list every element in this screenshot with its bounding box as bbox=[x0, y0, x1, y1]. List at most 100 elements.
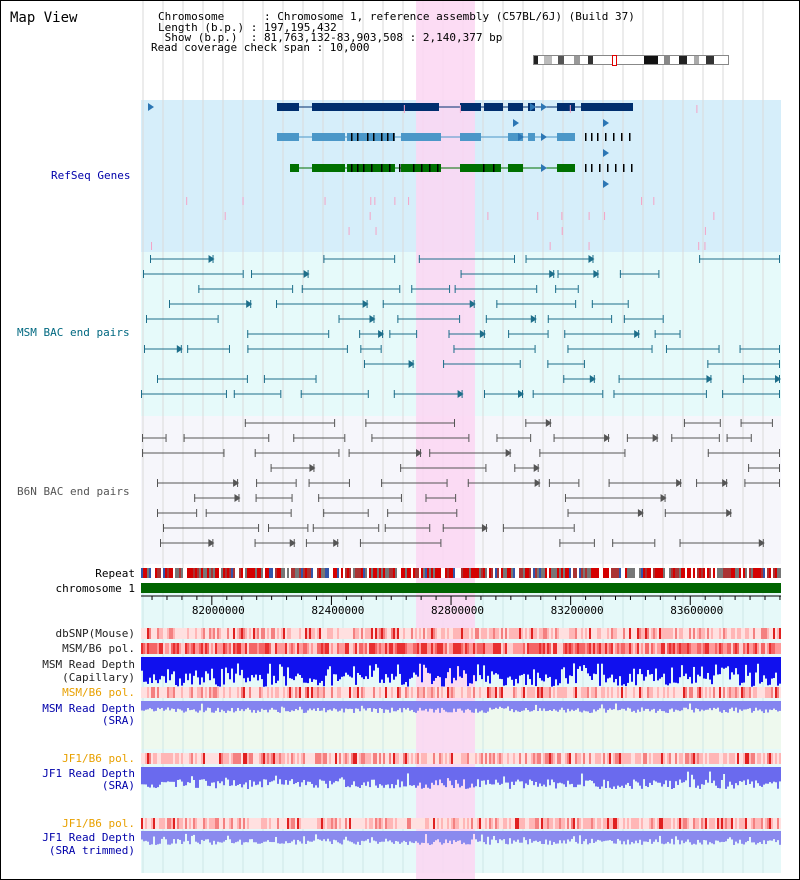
jf1-pol2-heat-strip bbox=[141, 818, 781, 829]
heat-cell bbox=[749, 643, 751, 654]
heat-cell bbox=[185, 753, 187, 764]
heat-cell bbox=[633, 818, 635, 829]
heat-cell bbox=[227, 818, 229, 829]
heat-cell bbox=[585, 687, 587, 698]
repeat-mark bbox=[375, 568, 377, 578]
depth-bar bbox=[511, 701, 513, 710]
gene-exon bbox=[557, 103, 575, 111]
heat-cell bbox=[143, 687, 145, 698]
chromosome-ideogram[interactable] bbox=[533, 55, 729, 66]
heat-cell bbox=[425, 753, 427, 764]
depth-bar bbox=[299, 657, 301, 675]
b6n-bac-end bbox=[468, 434, 470, 442]
heat-cell bbox=[461, 687, 463, 698]
heat-cell bbox=[487, 687, 489, 698]
heat-cell bbox=[435, 687, 437, 698]
depth-bar bbox=[355, 657, 357, 685]
heat-cell bbox=[181, 753, 183, 764]
depth-bar bbox=[683, 701, 685, 708]
depth-bar bbox=[679, 657, 681, 678]
b6n-bac-end bbox=[367, 509, 369, 517]
heat-cell bbox=[611, 818, 613, 829]
depth-bar bbox=[485, 701, 487, 713]
heat-cell bbox=[411, 643, 413, 654]
depth-bar bbox=[767, 831, 769, 841]
repeat-mark bbox=[199, 568, 201, 578]
heat-cell bbox=[345, 643, 347, 654]
heat-cell bbox=[753, 628, 755, 639]
depth-bar bbox=[309, 657, 311, 679]
heat-cell bbox=[153, 628, 155, 639]
depth-bar bbox=[761, 657, 763, 683]
heat-cell bbox=[671, 687, 673, 698]
heat-cell bbox=[405, 643, 407, 654]
msm-bac-end bbox=[394, 255, 396, 263]
heat-cell bbox=[351, 687, 353, 698]
depth-bar bbox=[663, 767, 665, 785]
heat-cell bbox=[431, 818, 433, 829]
gene-exon-mark bbox=[629, 133, 631, 141]
depth-bar bbox=[371, 767, 373, 780]
heat-cell bbox=[341, 687, 343, 698]
heat-cell bbox=[195, 643, 197, 654]
repeat-mark bbox=[415, 568, 417, 578]
repeat-mark bbox=[241, 568, 243, 578]
msm-bac-end bbox=[144, 345, 145, 353]
heat-cell bbox=[367, 687, 369, 698]
heat-cell bbox=[583, 753, 585, 764]
repeat-mark bbox=[257, 568, 259, 578]
heat-cell bbox=[383, 818, 385, 829]
depth-bar bbox=[679, 767, 681, 780]
gene-exon bbox=[312, 133, 345, 141]
repeat-mark bbox=[145, 568, 147, 578]
depth-bar bbox=[193, 701, 195, 710]
heat-cell bbox=[651, 687, 653, 698]
depth-bar bbox=[731, 657, 733, 673]
heat-cell bbox=[691, 687, 693, 698]
heat-cell bbox=[481, 643, 483, 654]
repeat-mark bbox=[473, 568, 475, 578]
repeat-mark bbox=[333, 568, 335, 578]
heat-cell bbox=[423, 818, 425, 829]
heat-cell bbox=[179, 628, 181, 639]
heat-cell bbox=[553, 628, 555, 639]
depth-bar bbox=[159, 831, 161, 844]
ideogram-position-marker[interactable] bbox=[612, 55, 617, 66]
repeat-mark bbox=[615, 568, 617, 578]
heat-cell bbox=[767, 628, 769, 639]
depth-bar bbox=[143, 767, 145, 785]
heat-cell bbox=[267, 818, 269, 829]
heat-cell bbox=[701, 753, 703, 764]
repeat-mark bbox=[773, 568, 775, 578]
depth-bar bbox=[323, 767, 325, 781]
heat-cell bbox=[737, 628, 739, 639]
msm-bac-end bbox=[707, 360, 709, 368]
depth-bar bbox=[385, 657, 387, 675]
depth-bar bbox=[397, 831, 399, 842]
heat-cell bbox=[239, 687, 241, 698]
heat-cell bbox=[343, 753, 345, 764]
heat-cell bbox=[649, 643, 651, 654]
depth-bar bbox=[713, 767, 715, 781]
depth-bar bbox=[751, 767, 753, 782]
b6n-bac-end bbox=[160, 539, 161, 547]
depth-bar bbox=[287, 657, 289, 668]
depth-bar bbox=[463, 831, 465, 843]
heat-cell bbox=[377, 643, 379, 654]
heat-cell bbox=[219, 643, 221, 654]
depth-bar bbox=[777, 767, 779, 789]
heat-cell bbox=[711, 628, 713, 639]
heat-cell bbox=[555, 687, 557, 698]
heat-cell bbox=[725, 628, 727, 639]
depth-bar bbox=[293, 657, 295, 681]
repeat-mark bbox=[325, 568, 327, 578]
depth-bar bbox=[327, 657, 329, 670]
depth-bar bbox=[713, 831, 715, 845]
repeat-mark bbox=[489, 568, 491, 578]
depth-bar bbox=[571, 701, 573, 710]
depth-bar bbox=[281, 831, 283, 844]
depth-bar bbox=[309, 831, 311, 842]
heat-cell bbox=[245, 818, 247, 829]
heat-cell bbox=[533, 643, 535, 654]
